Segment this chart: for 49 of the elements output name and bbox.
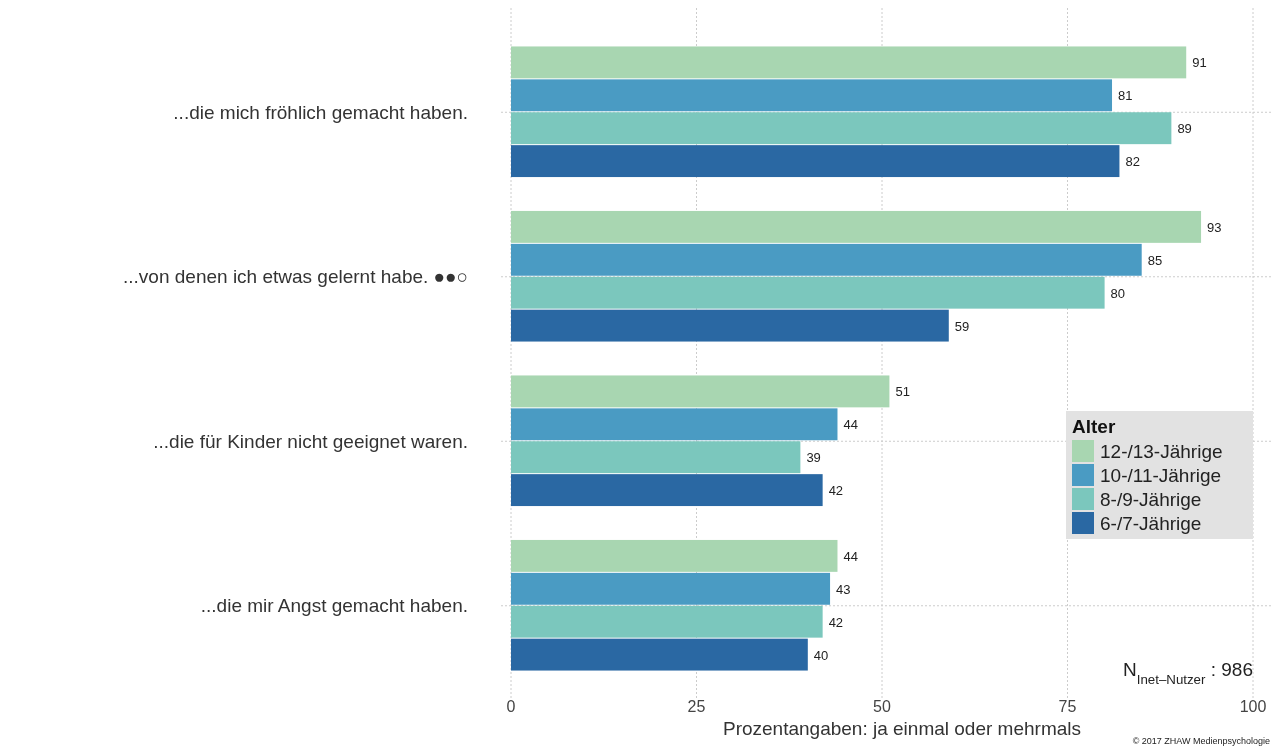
bar — [511, 539, 838, 572]
y-tick-label: ...von denen ich etwas gelernt habe. ●●○ — [123, 266, 468, 288]
x-tick-label: 0 — [506, 698, 516, 715]
bar — [511, 145, 1120, 178]
legend-title: Alter — [1072, 416, 1116, 437]
data-label: 82 — [1125, 154, 1140, 170]
bar — [511, 441, 801, 474]
y-tick-label: ...die für Kinder nicht geeignet waren. — [153, 430, 468, 452]
bar — [511, 572, 831, 605]
data-label: 40 — [813, 647, 829, 663]
legend-label: 8-/9-Jährige — [1100, 488, 1202, 510]
data-label: 80 — [1110, 285, 1126, 301]
bar — [511, 210, 1202, 243]
y-tick-label: ...die mir Angst gemacht haben. — [200, 595, 468, 617]
bar — [511, 408, 838, 441]
data-label: 43 — [836, 581, 851, 597]
data-label: 85 — [1147, 252, 1163, 268]
data-label: 59 — [954, 318, 970, 334]
bar — [511, 375, 890, 408]
bar — [511, 46, 1187, 79]
bar — [511, 243, 1142, 276]
data-label: 89 — [1177, 121, 1192, 137]
bar — [511, 276, 1105, 309]
data-label: 81 — [1118, 88, 1133, 104]
bar — [511, 638, 808, 671]
bar — [511, 605, 823, 638]
legend-label: 6-/7-Jährige — [1100, 512, 1202, 534]
x-axis-title: Prozentangaben: ja einmal oder mehrmals — [722, 718, 1082, 739]
annotation: N$_{Inet–Nutzer}$ : 986 — [1122, 659, 1253, 687]
bar — [511, 112, 1172, 145]
bar — [511, 309, 949, 342]
bar — [511, 79, 1113, 112]
text: © 2017 ZHAW Medienpsychologie — [1132, 736, 1270, 746]
legend-label: 10-/11-Jährige — [1100, 464, 1222, 486]
legend-label: 12-/13-Jährige — [1100, 440, 1223, 462]
data-label: 51 — [895, 384, 910, 400]
data-label: 44 — [843, 548, 858, 564]
x-tick-label: 100 — [1239, 698, 1267, 715]
bar — [511, 474, 823, 507]
x-tick-label: 75 — [1058, 698, 1077, 715]
data-label: 39 — [806, 450, 821, 466]
x-tick-label: 25 — [687, 698, 706, 715]
data-label: 44 — [843, 417, 858, 433]
data-label: 42 — [828, 483, 844, 499]
y-tick-label: ...die mich fröhlich gemacht haben. — [173, 101, 468, 123]
data-label: 91 — [1192, 55, 1207, 71]
data-label: 42 — [828, 614, 844, 630]
data-label: 93 — [1207, 219, 1222, 235]
x-tick-label: 50 — [873, 698, 891, 715]
